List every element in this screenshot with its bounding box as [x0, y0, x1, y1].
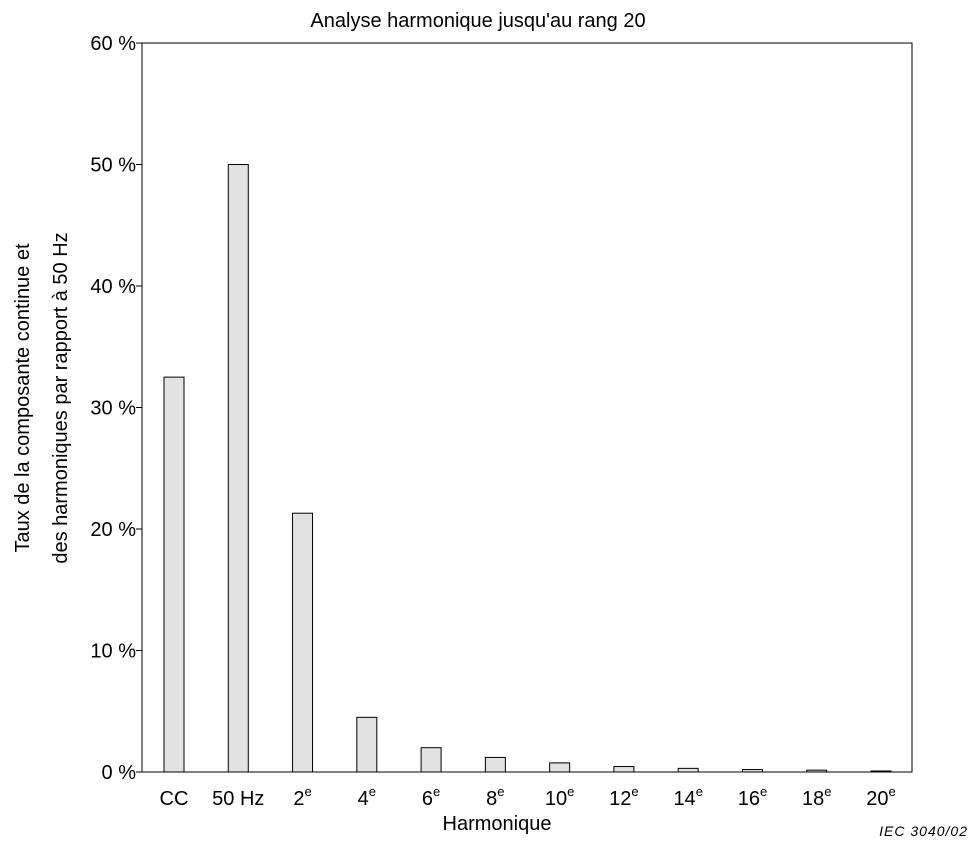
x-tick-label: 10e — [545, 784, 574, 810]
y-tick-label: 50 % — [90, 155, 136, 177]
bar-18e — [806, 769, 828, 773]
y-tick-label: 40 % — [90, 276, 136, 298]
y-tick-label: 0 % — [102, 762, 137, 784]
bar-50-hz — [227, 164, 249, 773]
bar-8e — [484, 756, 506, 773]
x-tick-label: 8e — [486, 784, 504, 810]
x-tick-label: CC — [160, 788, 189, 810]
bar-4e — [356, 716, 378, 773]
y-tick-label: 30 % — [90, 398, 136, 420]
bar-16e — [741, 769, 763, 773]
y-tick-label: 20 % — [90, 519, 136, 541]
bar-20e — [870, 770, 892, 773]
bars — [163, 164, 892, 773]
x-axis-label: Harmonique — [443, 813, 552, 835]
y-axis-label-line-1: Taux de la composante continue et — [12, 243, 34, 553]
x-tick-label: 14e — [673, 784, 702, 810]
y-axis-label-line-2: des harmoniques par rapport à 50 Hz — [50, 232, 72, 563]
x-tick-label: 4e — [358, 784, 376, 810]
x-tick-label: 18e — [802, 784, 831, 810]
plot-area — [141, 42, 913, 773]
bar-cc — [163, 376, 185, 773]
x-tick-label: 6e — [422, 784, 440, 810]
x-tick-label: 50 Hz — [212, 788, 264, 810]
y-axis: 0 % 10 % 20 % 30 % 40 % 50 % 60 % — [90, 33, 142, 784]
bar-14e — [677, 767, 699, 773]
figure-credit: IEC 3040/02 — [879, 823, 968, 839]
bar-12e — [613, 766, 635, 773]
x-tick-label: 20e — [866, 784, 895, 810]
y-tick-label: 60 % — [90, 33, 136, 55]
bar-2e — [292, 512, 314, 773]
bar-6e — [420, 747, 442, 773]
chart-title: Analyse harmonique jusqu'au rang 20 — [310, 10, 645, 32]
bar-10e — [549, 762, 571, 773]
x-tick-label: 16e — [738, 784, 767, 810]
y-tick-label: 10 % — [90, 641, 136, 663]
x-axis: CC 50 Hz 2e 4e 6e 8e 10e 12e 14e 16e 18e 20e — [160, 784, 896, 810]
x-tick-label: 2e — [293, 784, 311, 810]
x-tick-label: 12e — [609, 784, 638, 810]
